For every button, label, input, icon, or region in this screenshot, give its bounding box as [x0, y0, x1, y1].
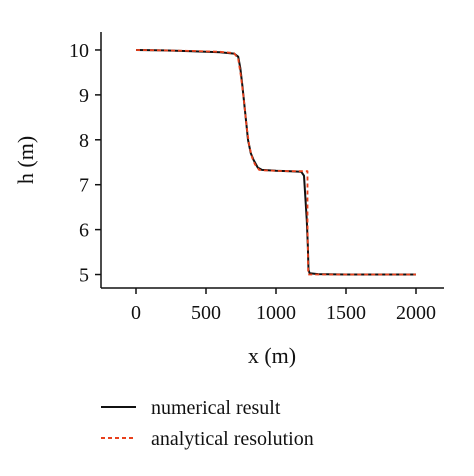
y-tick-label: 10	[69, 40, 89, 62]
series-layer	[135, 49, 416, 276]
x-axis-title: x (m)	[248, 343, 296, 368]
y-tick-label: 8	[79, 130, 89, 152]
plot-area: 0 500 1000 1500 2000 5 6 7 8 9 10	[69, 32, 444, 324]
legend-item-numerical-result: numerical result	[101, 397, 281, 419]
y-tick-label: 6	[79, 220, 89, 242]
series-line-analytical-resolution	[135, 49, 416, 276]
y-tick-label: 7	[79, 175, 89, 197]
legend-label-analytical-resolution: analytical resolution	[151, 428, 314, 450]
x-ticks: 0 500 1000 1500 2000	[131, 288, 436, 324]
x-tick-label: 500	[191, 302, 221, 324]
legend-label-numerical-result: numerical result	[151, 397, 281, 419]
legend: numerical result analytical resolution	[101, 397, 314, 450]
legend-item-analytical-resolution: analytical resolution	[101, 428, 314, 450]
x-tick-label: 1500	[326, 302, 366, 324]
y-axis-title: h (m)	[13, 136, 38, 184]
y-ticks: 5 6 7 8 9 10	[69, 40, 101, 287]
x-tick-label: 1000	[256, 302, 296, 324]
x-tick-label: 2000	[396, 302, 436, 324]
y-tick-label: 5	[79, 265, 89, 287]
series-line-numerical-result	[135, 49, 416, 276]
x-tick-label: 0	[131, 302, 141, 324]
y-tick-label: 9	[79, 85, 89, 107]
